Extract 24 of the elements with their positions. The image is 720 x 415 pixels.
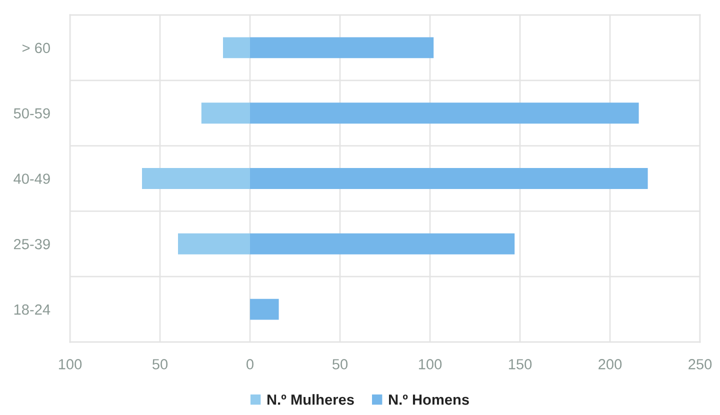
x-tick-label: 50 [332,359,348,370]
y-tick-label: 18-24 [14,304,50,315]
bar [250,168,648,189]
bar [201,102,250,124]
bar [142,168,250,189]
legend-label: N.º Mulheres [267,394,354,405]
y-tick-label: 25-39 [14,239,50,250]
y-tick-label: 50-59 [14,108,50,119]
y-tick-label: 40-49 [14,174,50,184]
x-tick-label: 0 [246,359,254,370]
y-tick-label: > 60 [22,42,50,54]
x-tick-label: 50 [152,359,168,370]
bar [250,37,434,58]
bar [250,298,279,320]
bar [223,37,250,58]
x-tick-label: 200 [598,359,622,370]
legend-label: N.º Homens [389,394,469,405]
bar [178,233,250,254]
x-tick-label: 250 [688,359,712,370]
x-tick-label: 100 [418,359,442,370]
bar [250,102,639,124]
bar [250,233,515,254]
x-tick-label: 100 [58,359,82,370]
x-tick-label: 150 [508,359,532,370]
